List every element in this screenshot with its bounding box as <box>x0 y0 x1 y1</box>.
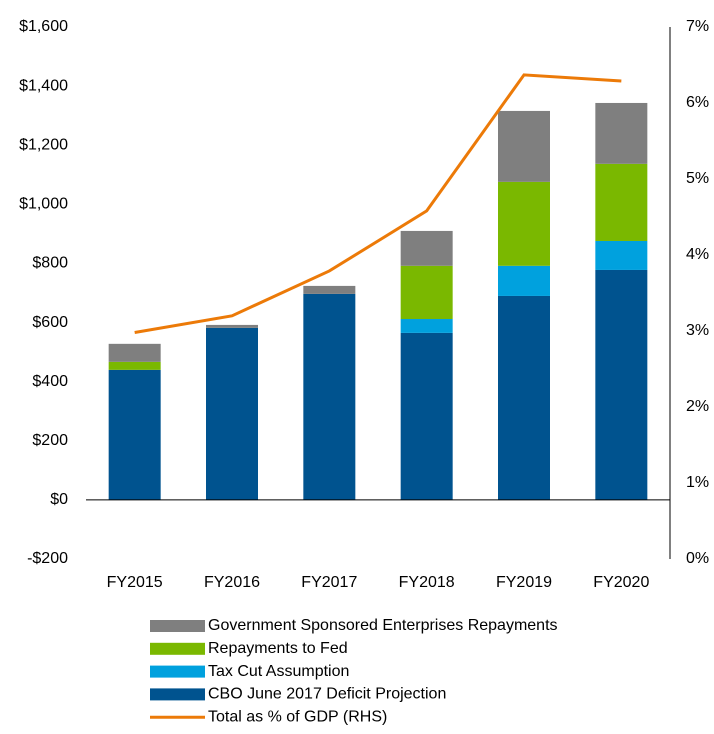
y-tick-label: $200 <box>32 432 68 449</box>
bar-segment <box>400 332 453 500</box>
x-tick-label: FY2019 <box>496 574 552 591</box>
bar-segment <box>303 293 356 500</box>
bar-segment <box>595 102 648 164</box>
y2-tick-label: 1% <box>686 474 709 491</box>
bar-segment <box>498 265 550 296</box>
legend-label: CBO June 2017 Deficit Projection <box>208 686 446 703</box>
bar-segment <box>400 230 453 266</box>
y-tick-label: $600 <box>32 314 68 331</box>
bar-segment <box>303 285 356 294</box>
y-tick-label: $800 <box>32 255 68 272</box>
y2-tick-label: 0% <box>686 550 709 567</box>
line-series <box>134 73 622 334</box>
bar-segment <box>595 163 648 241</box>
y-tick-label: $400 <box>32 373 68 390</box>
x-tick-label: FY2015 <box>107 574 163 591</box>
y-tick-label: $1,200 <box>19 136 68 153</box>
legend-label: Total as % of GDP (RHS) <box>208 708 387 725</box>
y-tick-label: $1,000 <box>19 196 68 213</box>
y-tick-label: $1,400 <box>19 77 68 94</box>
legend-swatch <box>150 620 205 632</box>
bar-segment <box>206 327 258 500</box>
y-tick-label: $1,600 <box>19 18 68 35</box>
bar-segment <box>108 343 161 362</box>
y2-tick-label: 6% <box>686 94 709 111</box>
y2-tick-label: 4% <box>686 246 709 263</box>
legend-label: Government Sponsored Enterprises Repayme… <box>208 617 558 634</box>
bar-segment <box>498 295 550 500</box>
legend-swatch <box>150 665 205 678</box>
y2-tick-label: 3% <box>686 322 709 339</box>
y2-tick-label: 2% <box>686 398 709 415</box>
legend-swatch <box>150 642 205 655</box>
bar-segment <box>595 240 648 270</box>
y2-tick-label: 5% <box>686 170 709 187</box>
x-tick-label: FY2018 <box>399 574 455 591</box>
y2-tick-label: 7% <box>686 18 709 35</box>
x-tick-label: FY2017 <box>301 574 357 591</box>
x-tick-label: FY2020 <box>593 574 649 591</box>
y-tick-label: -$200 <box>27 550 68 567</box>
legend-label: Tax Cut Assumption <box>208 663 349 680</box>
bar-segment <box>595 269 648 500</box>
y-tick-label: $0 <box>50 491 68 508</box>
legend-label: Repayments to Fed <box>208 640 348 657</box>
bar-segment <box>498 110 550 182</box>
bar-segment <box>108 369 161 500</box>
bar-segment <box>108 361 161 370</box>
bar-segment <box>206 324 258 328</box>
bar-segment <box>498 181 550 266</box>
bar-segment <box>400 265 453 320</box>
x-tick-label: FY2016 <box>204 574 260 591</box>
legend-swatch <box>150 688 205 701</box>
bar-segment <box>400 319 453 333</box>
